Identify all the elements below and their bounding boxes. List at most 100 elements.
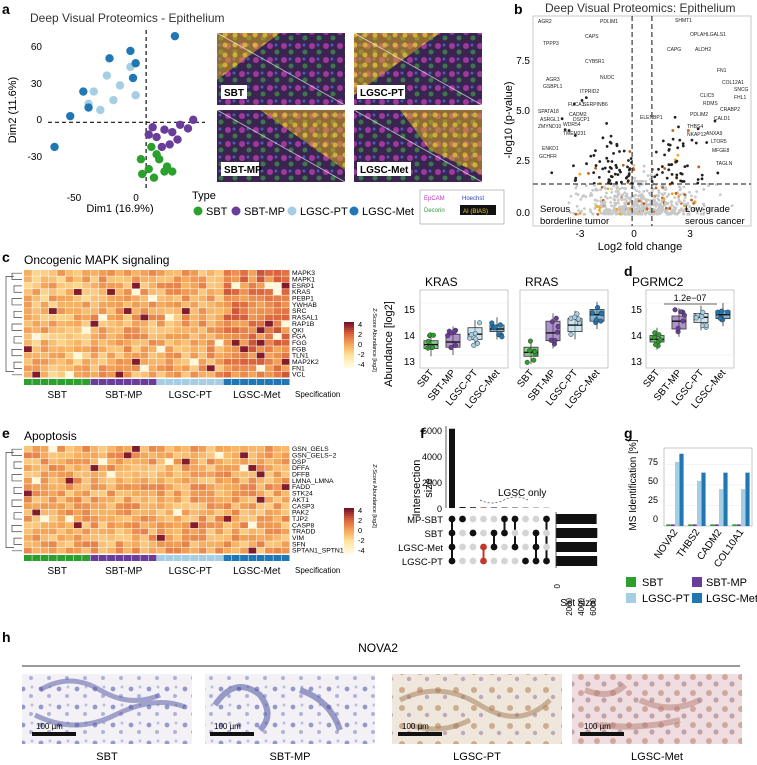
heatmap-cell bbox=[248, 371, 257, 378]
volcano-point bbox=[578, 211, 582, 215]
heatmap-cell bbox=[82, 547, 90, 554]
volcano-gene-label: MFGE8 bbox=[712, 148, 729, 154]
heatmap-cell bbox=[107, 270, 115, 276]
volcano-point bbox=[609, 182, 613, 186]
heatmap-cell bbox=[115, 365, 124, 372]
panel-label-e: e bbox=[2, 425, 10, 441]
spec-cell bbox=[48, 555, 57, 561]
volcano-gene-label: THBS4 bbox=[687, 124, 703, 130]
upset-dot bbox=[469, 515, 477, 523]
legend-label: LGSC-PT bbox=[300, 206, 348, 218]
heatmap-cell bbox=[273, 308, 282, 314]
box-point bbox=[675, 325, 681, 331]
msid-ytick: 25 bbox=[648, 495, 658, 505]
heatmap-cell bbox=[223, 541, 232, 548]
bar bbox=[675, 461, 680, 526]
heatmap-cell bbox=[123, 282, 132, 289]
heatmap-cell bbox=[32, 358, 41, 365]
colorbar-segment bbox=[344, 520, 354, 523]
heatmap-cell bbox=[24, 547, 32, 554]
heatmap-cell bbox=[123, 270, 132, 276]
heatmap-cell bbox=[215, 496, 223, 503]
heatmap-cell bbox=[223, 314, 232, 321]
volcano-point bbox=[629, 198, 632, 202]
heatmap-cell bbox=[281, 534, 290, 541]
pca-point bbox=[168, 167, 177, 176]
volcano-point bbox=[681, 144, 685, 148]
heatmap-cell bbox=[40, 371, 49, 378]
heatmap-gene-label: SPTAN1_SPTN1−2 bbox=[292, 548, 352, 555]
heatmap-cell bbox=[190, 465, 199, 471]
volcano-point bbox=[615, 211, 619, 215]
heatmap-cell bbox=[248, 295, 257, 302]
volcano-gene-label: TPPP3 bbox=[543, 41, 559, 47]
legend-swatch-sbt-mp bbox=[692, 577, 702, 587]
volcano-point bbox=[646, 174, 650, 177]
bar bbox=[692, 524, 697, 526]
heatmap-cell bbox=[273, 490, 282, 497]
volcano-gene-label: CADM2 bbox=[569, 112, 587, 118]
upset-dot bbox=[501, 515, 508, 523]
colorbar-segment bbox=[344, 514, 354, 517]
volcano-point bbox=[716, 171, 720, 175]
pca-point bbox=[152, 132, 161, 142]
heatmap-cell bbox=[181, 503, 190, 510]
upset-ytick: 6000 bbox=[422, 426, 442, 436]
heatmap-cell bbox=[223, 301, 232, 308]
upset-dot bbox=[511, 515, 519, 523]
heatmap-cell bbox=[32, 308, 41, 314]
heatmap-cell bbox=[190, 314, 199, 321]
heatmap-cell bbox=[223, 477, 232, 484]
volcano-point bbox=[642, 189, 646, 193]
heatmap-cell bbox=[123, 534, 132, 541]
volcano-point bbox=[640, 193, 644, 196]
spec-cell bbox=[82, 379, 90, 385]
volcano-point bbox=[634, 203, 637, 207]
heatmap-cell bbox=[190, 496, 199, 503]
heatmap-cell bbox=[223, 276, 232, 283]
bar bbox=[679, 453, 684, 526]
box-point bbox=[656, 332, 662, 338]
heatmap-cell bbox=[48, 339, 57, 346]
heatmap-cell bbox=[123, 333, 132, 340]
heatmap-cell bbox=[157, 490, 165, 497]
volcano-ytick: 2.5 bbox=[516, 156, 530, 167]
heatmap-cell bbox=[98, 477, 107, 484]
heatmap-cell bbox=[206, 371, 215, 378]
spec-cell bbox=[265, 555, 273, 561]
volcano-point bbox=[605, 121, 609, 125]
dvp-image-lgsc-met: LGSC-Met bbox=[353, 109, 483, 183]
heatmap-cell bbox=[240, 541, 248, 548]
heatmap-cell bbox=[165, 452, 174, 459]
heatmap-cell bbox=[165, 509, 174, 516]
heatmap-e-spec-label: Specification bbox=[295, 566, 340, 575]
volcano-point bbox=[573, 134, 577, 137]
heatmap-cell bbox=[148, 541, 157, 548]
heatmap-cell bbox=[140, 534, 149, 541]
heatmap-cell bbox=[73, 490, 82, 497]
heatmap-cell bbox=[273, 528, 282, 535]
heatmap-cell bbox=[48, 452, 57, 459]
heatmap-cell bbox=[98, 314, 107, 321]
heatmap-gene-label: DFFB bbox=[292, 471, 310, 478]
heatmap-gene-label: FN1 bbox=[292, 365, 305, 372]
volcano-gene-label: ANXA9 bbox=[706, 131, 723, 137]
heatmap-cell bbox=[231, 352, 240, 359]
heatmap-cell bbox=[132, 352, 140, 359]
heatmap-cell bbox=[115, 320, 124, 327]
heatmap-cell bbox=[132, 534, 140, 541]
upset-dot bbox=[459, 529, 466, 537]
volcano-point bbox=[677, 125, 680, 129]
spec-cell bbox=[90, 379, 99, 385]
volcano-point bbox=[656, 197, 660, 201]
volcano-point bbox=[582, 212, 586, 216]
volcano-point bbox=[563, 128, 567, 132]
volcano-right-note: Low-grade bbox=[685, 204, 730, 215]
heatmap-cell bbox=[32, 314, 41, 321]
upset-dot bbox=[490, 529, 498, 537]
heatmap-cell bbox=[48, 308, 57, 314]
spec-cell bbox=[73, 555, 82, 561]
heatmap-cell bbox=[190, 528, 199, 535]
upset-dot bbox=[543, 543, 550, 551]
spec-cell bbox=[231, 379, 240, 385]
